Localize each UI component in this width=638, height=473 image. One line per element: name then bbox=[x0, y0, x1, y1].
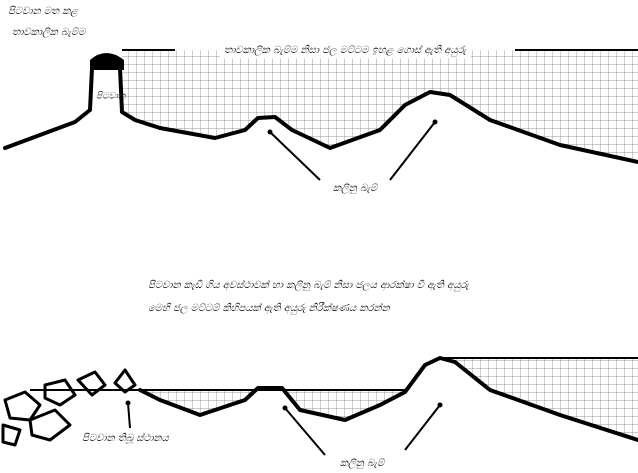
caption-line: පිටවාන කැඩී ගිය අවස්ථාවක් හා කලිනු බැම් … bbox=[148, 279, 469, 291]
water-grid bbox=[122, 50, 638, 162]
water-grid bbox=[440, 358, 638, 440]
dam-label: පිටවාන මත කළ bbox=[8, 5, 78, 17]
pointer bbox=[127, 402, 131, 429]
terrain bbox=[3, 66, 638, 164]
temporary-dam bbox=[90, 53, 124, 70]
bunds-label: කලිනු බැම් bbox=[340, 458, 385, 469]
water-level-label: තාවකාලික බැම්ම නිසා ජල මට්ටම ඉහළ ගොස් ඇත… bbox=[224, 44, 467, 56]
label-backing bbox=[220, 41, 471, 59]
pointer-dot bbox=[437, 402, 443, 408]
rocks bbox=[1, 368, 137, 447]
pointer bbox=[389, 121, 436, 181]
pointer-dot bbox=[267, 129, 273, 135]
caption-line: මෙහි ජල මට්ටම් කිහිපයක් ඇති අයුරු නිරීක්… bbox=[148, 302, 391, 314]
bunds-label: කලිනු බැම් bbox=[333, 183, 378, 194]
spillway-site-label: පිටවාන තිබූ ස්ථානය bbox=[82, 432, 170, 444]
pointer-dot bbox=[125, 400, 131, 406]
dam-label: තාවකාලික බැම්ම bbox=[12, 27, 87, 38]
terrain bbox=[138, 356, 638, 442]
spillway-label: පිටවාන bbox=[96, 91, 126, 102]
pointer-dot bbox=[282, 405, 288, 411]
pointer-dot bbox=[432, 119, 438, 125]
water-grid bbox=[140, 390, 405, 420]
pointer bbox=[404, 404, 441, 451]
pointer bbox=[284, 407, 326, 456]
pointer bbox=[269, 131, 321, 181]
